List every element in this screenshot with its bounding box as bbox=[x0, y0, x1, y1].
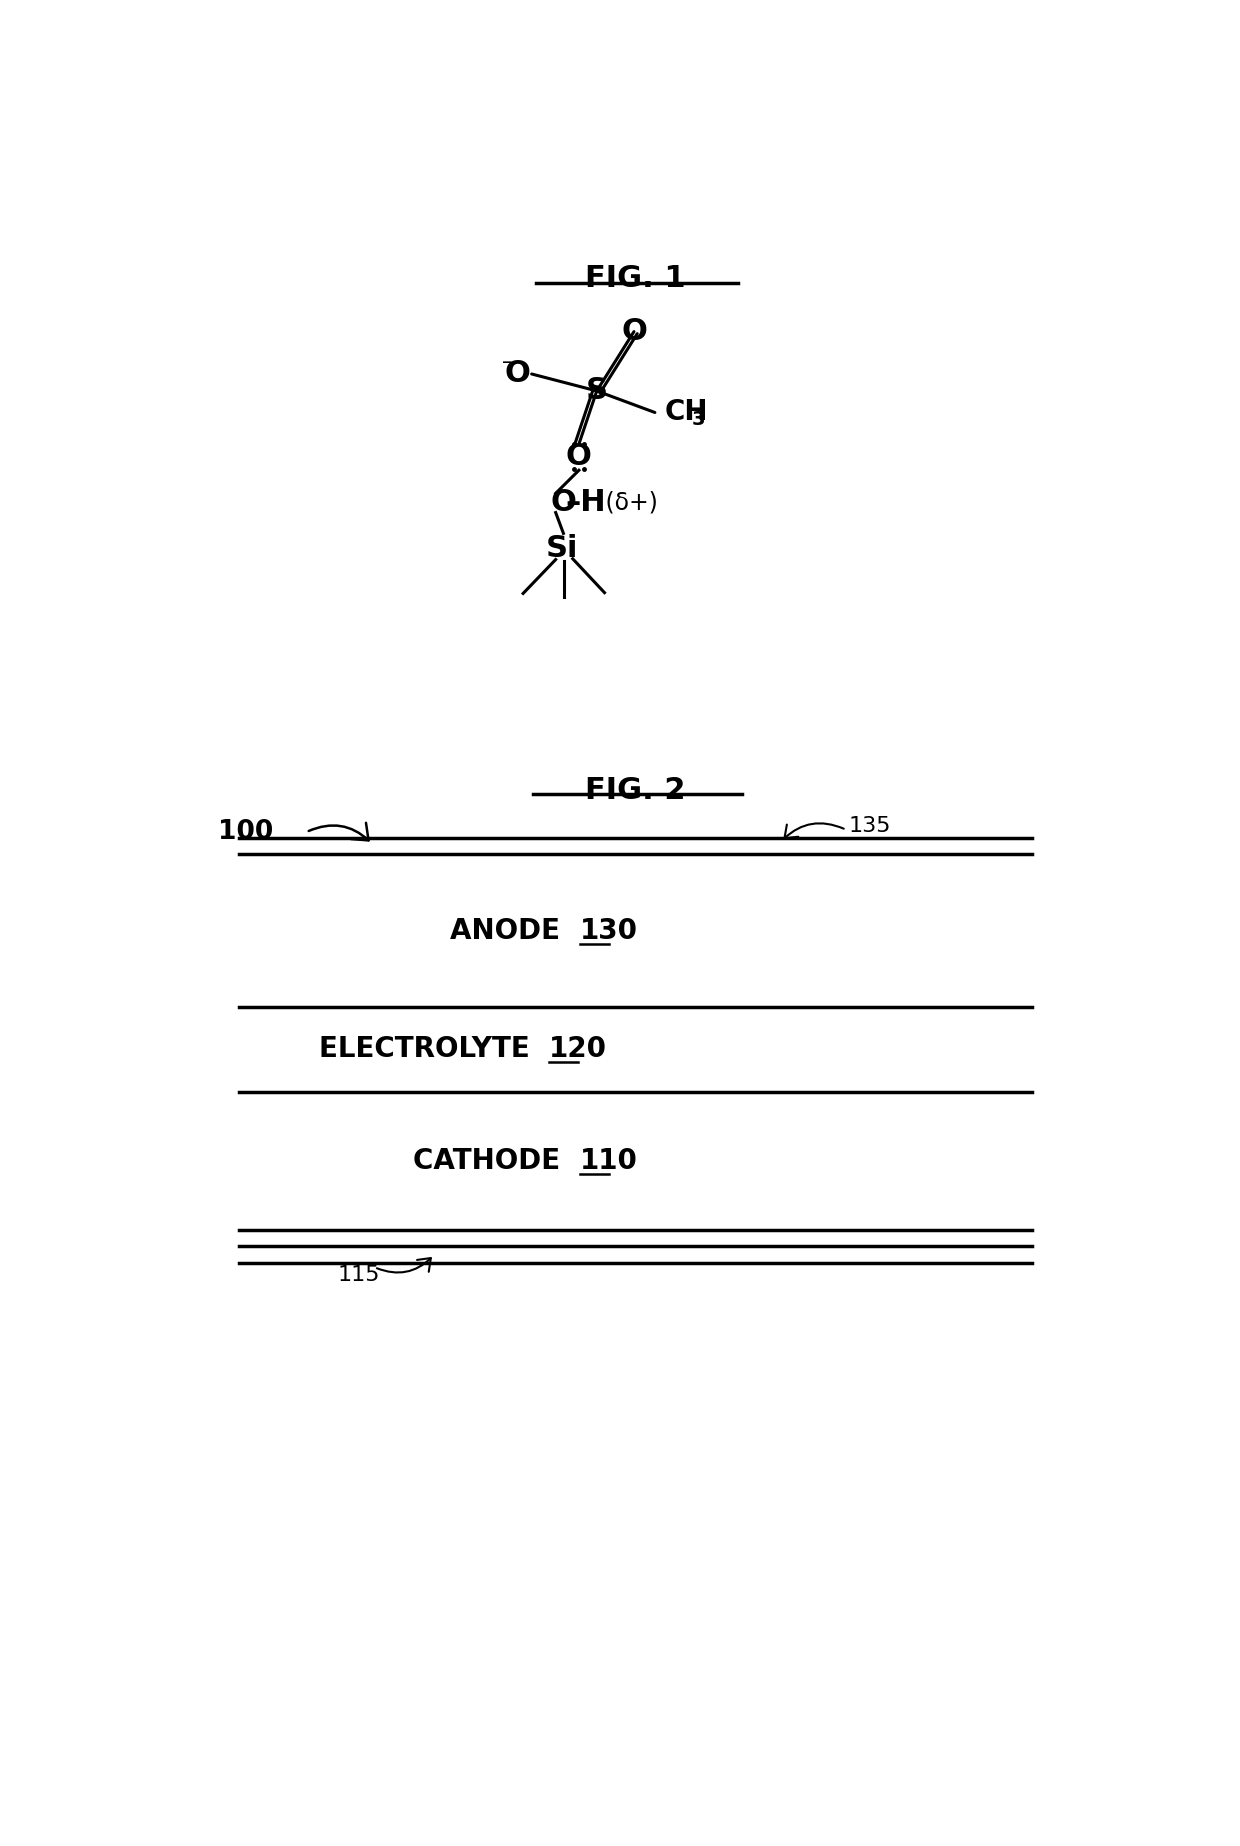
Text: 110: 110 bbox=[580, 1146, 637, 1174]
FancyArrowPatch shape bbox=[377, 1259, 430, 1272]
Text: O: O bbox=[505, 360, 531, 388]
Text: (δ+): (δ+) bbox=[598, 491, 658, 515]
Text: ELECTROLYTE: ELECTROLYTE bbox=[319, 1036, 549, 1063]
Text: Si: Si bbox=[546, 533, 578, 563]
Text: 100: 100 bbox=[217, 820, 273, 845]
Text: 120: 120 bbox=[549, 1036, 606, 1063]
Text: –: – bbox=[502, 353, 512, 373]
Text: 130: 130 bbox=[580, 917, 637, 945]
Text: CH: CH bbox=[665, 399, 708, 426]
Text: FIG. 1: FIG. 1 bbox=[585, 264, 686, 294]
Text: S: S bbox=[585, 377, 608, 406]
Text: 135: 135 bbox=[848, 816, 892, 836]
Text: 3: 3 bbox=[692, 410, 706, 428]
FancyArrowPatch shape bbox=[309, 823, 368, 840]
Text: O: O bbox=[565, 441, 591, 471]
Text: O: O bbox=[551, 487, 577, 517]
Text: FIG. 2: FIG. 2 bbox=[585, 775, 686, 805]
Text: O: O bbox=[621, 318, 647, 347]
Text: CATHODE: CATHODE bbox=[413, 1146, 580, 1174]
Text: 115: 115 bbox=[337, 1265, 379, 1285]
Text: ANODE: ANODE bbox=[450, 917, 580, 945]
FancyArrowPatch shape bbox=[785, 823, 843, 838]
Text: –H: –H bbox=[565, 487, 606, 517]
